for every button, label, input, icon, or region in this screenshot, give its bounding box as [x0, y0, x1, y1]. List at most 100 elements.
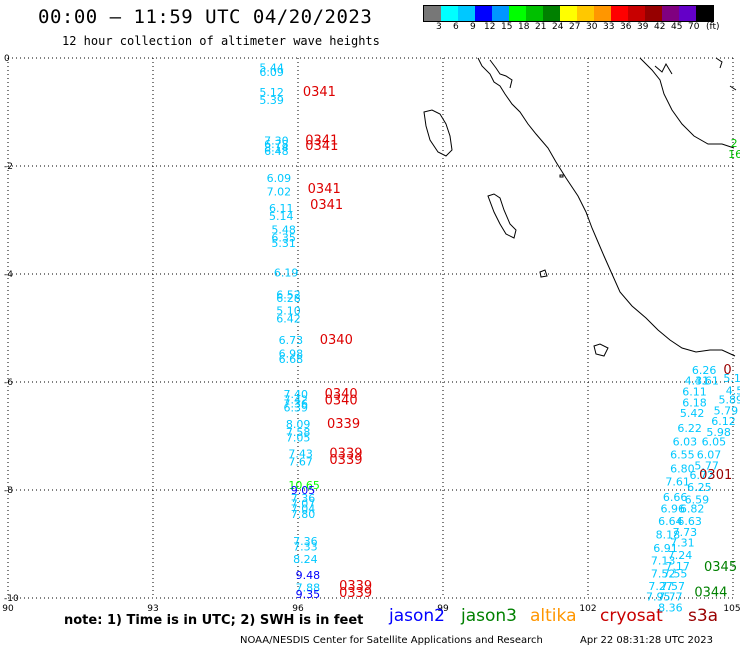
time-labels: 0341034103410341034103400340034003390339…	[303, 85, 737, 601]
wave-height-value: 6.09	[267, 172, 292, 185]
scale-swatch	[577, 6, 594, 21]
wave-height-value: 6.59	[685, 494, 710, 507]
satellite-name: jason2	[389, 606, 445, 626]
wave-height-value: 6.28	[276, 292, 301, 305]
wave-height-value: 6.52	[276, 288, 301, 301]
time-label: 0341	[303, 85, 336, 100]
wave-height-value: 7.73	[673, 526, 698, 539]
wave-height-value: 7.58	[286, 426, 311, 439]
timestamp: Apr 22 08:31:28 UTC 2023	[580, 635, 713, 646]
credit: NOAA/NESDIS Center for Satellite Applica…	[240, 635, 543, 646]
wave-height-value: 7.52	[651, 567, 676, 580]
scale-swatch	[526, 6, 543, 21]
wave-height-value: 5.14	[269, 210, 294, 223]
wave-height-value: 7.30	[264, 134, 289, 147]
time-label: 0340	[325, 394, 358, 409]
wave-height-value: 5.89	[719, 394, 740, 407]
x-tick-label: 93	[147, 604, 158, 614]
scale-swatch	[662, 6, 679, 21]
page-subtitle: 12 hour collection of altimeter wave hei…	[62, 34, 380, 48]
scale-swatch	[492, 6, 509, 21]
scale-swatch	[475, 6, 492, 21]
wave-height-value: 7.57	[661, 580, 686, 593]
scale-unit: (ft)	[706, 22, 720, 32]
scale-swatch	[594, 6, 611, 21]
wave-height-value: 7.24	[668, 549, 693, 562]
wave-height-value: 8.18	[656, 529, 681, 542]
scale-label: 27	[569, 22, 581, 32]
wave-height-value: 6.72	[690, 469, 715, 482]
scale-swatch	[509, 6, 526, 21]
wave-height-value: 5.12	[723, 372, 740, 385]
wave-height-value: 6.03	[673, 436, 698, 449]
time-label: 0339	[329, 447, 362, 462]
wave-height-value: 6.19	[274, 267, 299, 280]
wave-height-value: 10.65	[288, 479, 320, 492]
wave-height-value: 6.07	[697, 449, 722, 462]
time-label: 0301	[699, 468, 732, 483]
wave-height-value: 5.31	[271, 237, 296, 250]
wave-height-value: 5.39	[259, 94, 284, 107]
scale-label: 18	[518, 22, 530, 32]
satellite-name: altika	[530, 606, 577, 626]
y-tick-label: -10	[4, 594, 19, 604]
wave-height-value: 6.05	[702, 436, 727, 449]
scale-swatch	[543, 6, 560, 21]
scale-swatch	[458, 6, 475, 21]
x-tick-label: 102	[579, 604, 596, 614]
wave-height-value: 6.82	[680, 503, 705, 516]
y-tick-label: -6	[4, 378, 13, 388]
time-label: 0339	[339, 586, 372, 601]
scale-label: 36	[620, 22, 632, 32]
wave-height-value: 6.80	[670, 463, 695, 476]
wave-height-value: 6.66	[663, 491, 688, 504]
wave-height-value: 7.77	[658, 591, 683, 604]
coastline	[423, 57, 737, 357]
wave-height-value: 6.11	[682, 386, 707, 399]
wave-height-value: 5.48	[271, 224, 296, 237]
wave-height-value: 6.96	[661, 503, 686, 516]
x-tick-label: 96	[292, 604, 304, 614]
wave-height-value: 6.22	[677, 422, 702, 435]
wave-height-value: 8.36	[658, 602, 683, 615]
wave-height-value: 6.35	[271, 232, 296, 245]
wave-height-value: 6.73	[279, 334, 304, 347]
wave-height-value: 5.98	[706, 426, 731, 439]
wave-height-value: 4.31	[685, 375, 710, 388]
wave-height-value: 7.67	[288, 456, 313, 469]
wave-height-value: 7.33	[293, 540, 318, 553]
scale-swatch	[645, 6, 662, 21]
grid	[7, 57, 734, 599]
wave-height-value: 7.04	[291, 503, 316, 516]
scale-label: 3	[436, 22, 442, 32]
wave-height-value: 7.40	[284, 388, 309, 401]
axis-ticks: 90 93 96 99 102 105 0 -2 -4 -6 -8 -10	[2, 54, 740, 614]
scale-swatch	[696, 6, 713, 21]
wave-height-value: 9.35	[296, 588, 321, 601]
scale-label: 70	[688, 22, 700, 32]
wave-height-value: 5.79	[714, 404, 739, 417]
wave-height-value: 7.55	[663, 567, 688, 580]
scale-label: 15	[501, 22, 513, 32]
scale-label: 45	[671, 22, 683, 32]
satellite-name: cryosat	[600, 606, 663, 626]
footer-note: note: 1) Time is in UTC; 2) SWH is in fe…	[64, 613, 364, 628]
wave-height-value: 5.42	[680, 407, 705, 420]
x-tick-label: 99	[437, 604, 449, 614]
x-tick-label: 105	[723, 604, 740, 614]
wave-height-value: 6.48	[264, 145, 289, 158]
wave-height-value: 7.43	[288, 448, 313, 461]
time-label: 0340	[325, 387, 358, 402]
wave-height-value: 4.54	[726, 384, 740, 397]
wave-height-value: 7.36	[284, 397, 309, 410]
wave-height-value: 6.63	[677, 515, 702, 528]
y-tick-label: -8	[4, 486, 13, 496]
color-scale	[423, 5, 714, 22]
wave-height-value: 6.09	[259, 66, 284, 79]
page-title: 00:00 – 11:59 UTC 04/20/2023	[38, 6, 373, 28]
y-tick-label: 0	[4, 54, 10, 64]
wave-height-value: 16	[728, 148, 740, 161]
scale-swatch	[424, 6, 441, 21]
wave-height-value: 6.78	[264, 138, 289, 151]
scale-swatch	[560, 6, 577, 21]
